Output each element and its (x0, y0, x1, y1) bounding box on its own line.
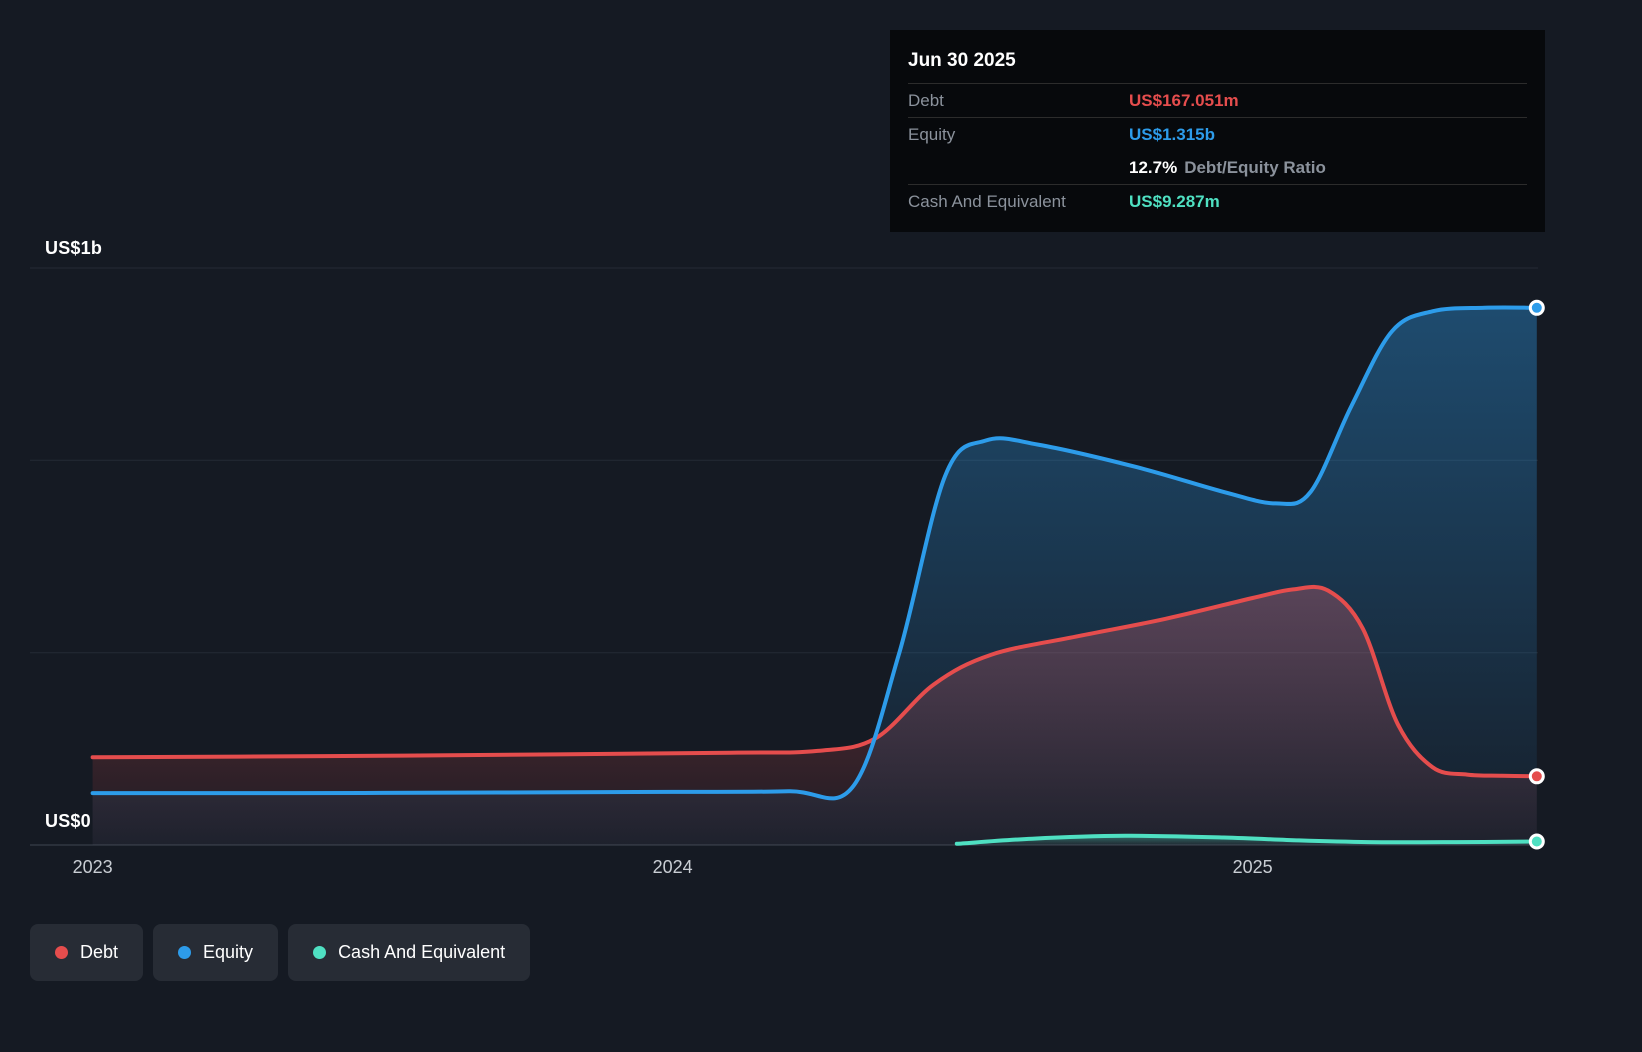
tooltip-row-debt: Debt US$167.051m (908, 84, 1527, 118)
y-axis-label-top: US$1b (45, 238, 103, 258)
tooltip-value-equity: US$1.315b (1129, 124, 1215, 144)
endpoint-equity[interactable] (1528, 299, 1545, 316)
legend-label-debt: Debt (80, 942, 119, 962)
cash-dot-icon (313, 946, 327, 959)
legend-item-cash[interactable]: Cash And Equivalent (288, 924, 531, 981)
tooltip-row-cash: Cash And Equivalent US$9.287m (908, 185, 1527, 218)
x-axis-label-2025: 2025 (1232, 857, 1273, 877)
area-equity (92, 307, 1537, 845)
tooltip-ratio-value: 12.7% (1129, 157, 1178, 177)
y-axis-label-bottom: US$0 (45, 811, 91, 831)
legend-item-debt[interactable]: Debt (30, 924, 144, 981)
x-axis-label-2023: 2023 (72, 857, 113, 877)
x-axis-label-2024: 2024 (652, 857, 693, 877)
tooltip-label-equity: Equity (908, 124, 956, 144)
legend-label-equity: Equity (203, 942, 254, 962)
chart-legend: Debt Equity Cash And Equivalent (30, 924, 531, 981)
tooltip-value-cash: US$9.287m (1129, 191, 1220, 211)
tooltip-ratio: 12.7% Debt/Equity Ratio (1129, 158, 1527, 178)
tooltip-row-equity: Equity US$1.315b (908, 118, 1527, 151)
endpoint-debt[interactable] (1528, 768, 1545, 785)
tooltip-date: Jun 30 2025 (908, 42, 1527, 84)
line-debt[interactable] (90, 584, 1539, 779)
tooltip-value-debt: US$167.051m (1129, 90, 1239, 110)
legend-label-cash: Cash And Equivalent (338, 942, 506, 962)
tooltip-label-cash: Cash And Equivalent (908, 191, 1066, 211)
chart-tooltip: Jun 30 2025 Debt US$167.051m Equity US$1… (890, 30, 1545, 232)
endpoint-cash[interactable] (1528, 833, 1545, 850)
tooltip-ratio-text: Debt/Equity Ratio (1184, 157, 1326, 177)
debt-dot-icon (55, 946, 68, 959)
legend-item-equity[interactable]: Equity (153, 924, 279, 981)
line-cash[interactable] (954, 833, 1539, 846)
tooltip-row-ratio: 12.7% Debt/Equity Ratio (908, 151, 1527, 185)
equity-dot-icon (178, 946, 192, 959)
tooltip-label-debt: Debt (908, 90, 944, 110)
line-equity[interactable] (90, 305, 1539, 801)
